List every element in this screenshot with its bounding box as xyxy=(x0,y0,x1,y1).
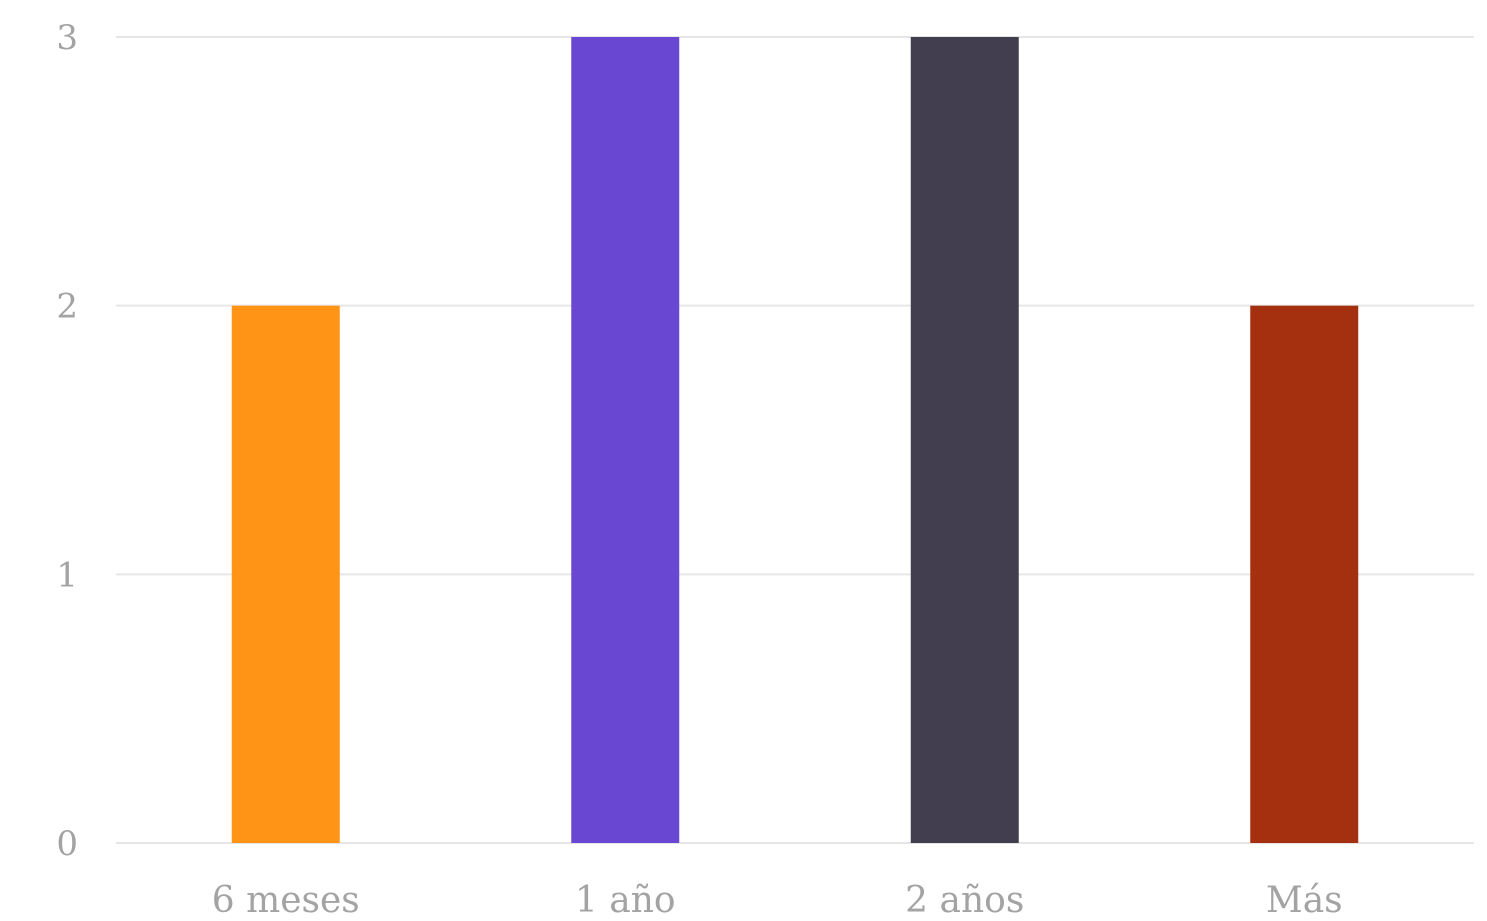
bar-1 xyxy=(231,305,340,844)
x-category-label: 1 año xyxy=(575,880,676,921)
x-category-label: Más xyxy=(1266,880,1343,921)
x-category-label: 6 meses xyxy=(212,880,360,921)
y-tick-label: 1 xyxy=(56,555,78,595)
y-tick-label: 0 xyxy=(56,824,78,864)
y-tick-label: 3 xyxy=(56,18,78,58)
bars xyxy=(231,37,1359,844)
x-axis-category-labels: 6 meses 1 año 2 años Más xyxy=(212,880,1343,921)
bar-2 xyxy=(571,37,680,843)
x-category-label: 2 años xyxy=(905,880,1024,921)
bar-4 xyxy=(1250,305,1359,844)
y-tick-label: 2 xyxy=(56,287,78,327)
bar-3 xyxy=(910,37,1019,843)
grid-lines xyxy=(116,36,1474,844)
y-axis-tick-labels: 0 1 2 3 xyxy=(56,18,78,864)
